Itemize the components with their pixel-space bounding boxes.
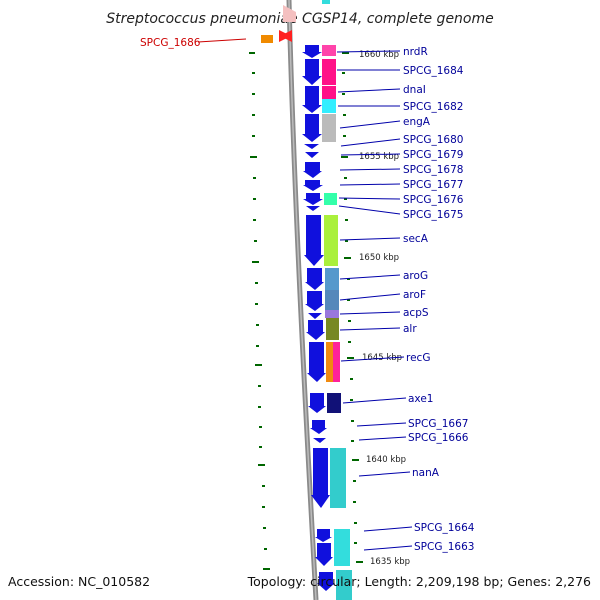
gene-label-dnai[interactable]: dnaI: [403, 84, 426, 96]
cog-block-recg-a: [326, 342, 333, 382]
gene-label-spcg-1676[interactable]: SPCG_1676: [403, 194, 464, 206]
gene-label-spcg-1677[interactable]: SPCG_1677: [403, 179, 463, 191]
gene-label-spcg-1666[interactable]: SPCG_1666: [408, 432, 469, 444]
gene-label-recg[interactable]: recG: [406, 352, 430, 364]
cog-block-nana: [330, 448, 346, 508]
gene-label-acps[interactable]: acpS: [403, 307, 429, 319]
gene-label-spcg-1664[interactable]: SPCG_1664: [414, 522, 475, 534]
gene-label-nrdr[interactable]: nrdR: [403, 46, 428, 58]
gene-label-enga[interactable]: engA: [403, 116, 431, 128]
cog-block-arof: [325, 290, 339, 310]
gene-label-spcg-1667[interactable]: SPCG_1667: [408, 418, 468, 430]
faded-gene-arrow: [283, 5, 296, 22]
kbp-label-1650: 1650 kbp: [359, 253, 399, 263]
gene-arrows: [302, 45, 335, 591]
left-tick-marks: [249, 52, 270, 570]
top-cyan-block: [322, 0, 330, 4]
gene-label-spcg-1680[interactable]: SPCG_1680: [403, 134, 463, 146]
gene-arrow-spcg-1663: [315, 543, 333, 566]
highlight-leader-line: [197, 38, 247, 43]
gene-arrow-spcg-1666: [313, 438, 326, 443]
gene-arrow-bottom: [317, 572, 335, 591]
gene-arrow-seca: [304, 215, 324, 266]
genome-backbone-highlight: [288, 0, 317, 600]
cog-block-bottom: [336, 570, 352, 600]
gene-label-spcg-1675[interactable]: SPCG_1675: [403, 209, 463, 221]
accession-text: Accession: NC_010582: [8, 574, 150, 589]
gene-arrow-axe1: [308, 393, 326, 413]
gene-label-spcg-1678[interactable]: SPCG_1678: [403, 164, 463, 176]
gene-arrow-nrdr: [302, 45, 322, 58]
gene-label-nana[interactable]: nanA: [412, 467, 440, 479]
gene-arrow-acps: [308, 313, 322, 319]
gene-arrow-spcg-1664: [315, 529, 332, 542]
cog-block-seca: [324, 215, 338, 266]
red-gene-arrow-2: [280, 30, 292, 42]
cog-block-arog: [325, 268, 339, 290]
gene-arrow-spcg-1676: [303, 193, 323, 205]
cog-block-alr: [326, 318, 339, 340]
highlight-gene-label[interactable]: SPCG_1686: [140, 37, 201, 49]
gene-arrow-alr: [306, 320, 325, 340]
gene-label-axe1[interactable]: axe1: [408, 393, 433, 405]
cog-block-nrdr: [322, 45, 336, 56]
gene-label-arog[interactable]: aroG: [403, 270, 428, 282]
gene-label-spcg-1684[interactable]: SPCG_1684: [403, 65, 464, 77]
gene-arrow-enga: [302, 114, 322, 142]
gene-label-arof[interactable]: aroF: [403, 289, 426, 301]
gene-arrow-arof: [305, 291, 324, 311]
kbp-label-1660: 1660 kbp: [359, 50, 399, 60]
gene-label-seca[interactable]: secA: [403, 233, 429, 245]
gene-label-alr[interactable]: alr: [403, 323, 417, 335]
gene-arrow-spcg-1679: [305, 152, 319, 158]
cog-blocks: [322, 45, 352, 600]
cog-block-recg-b: [333, 342, 340, 382]
cog-block-acps: [325, 310, 339, 318]
gene-arrow-spcg-1680: [304, 144, 319, 149]
topology-text: Topology: circular; Length: 2,209,198 bp…: [247, 574, 591, 589]
cog-block-spcg-1676: [324, 193, 337, 205]
gene-arrow-spcg-1677: [303, 180, 323, 191]
gene-arrow-dnai: [302, 86, 322, 113]
gene-label-spcg-1682[interactable]: SPCG_1682: [403, 101, 463, 113]
gene-arrow-spcg-1684: [302, 59, 322, 85]
right-tick-marks: [341, 52, 363, 563]
map-title: Streptococcus pneumoniae CGSP14, complet…: [106, 11, 494, 27]
cog-block-axe1: [327, 393, 341, 413]
gene-arrow-spcg-1675: [306, 206, 320, 211]
gene-arrow-nana: [311, 448, 330, 508]
cog-block-dnai: [322, 86, 336, 99]
gene-label-spcg-1679[interactable]: SPCG_1679: [403, 149, 463, 161]
cog-block-enga: [322, 114, 336, 142]
gene-arrow-spcg-1678: [303, 162, 322, 178]
gene-arrow-spcg-1667: [310, 420, 327, 434]
kbp-label-1640: 1640 kbp: [366, 455, 406, 465]
cog-block-spcg-1682: [322, 99, 336, 113]
gene-label-spcg-1663[interactable]: SPCG_1663: [414, 541, 474, 553]
kbp-label-1635: 1635 kbp: [370, 557, 410, 567]
leader-lines: [336, 50, 413, 551]
gene-arrow-arog: [305, 268, 324, 290]
cog-block-spcg-1664: [334, 529, 350, 566]
gene-block-spcg-1686: [261, 35, 273, 43]
cog-block-spcg-1684: [322, 59, 336, 85]
gene-arrow-recg: [307, 342, 326, 382]
kbp-label-1655: 1655 kbp: [359, 152, 399, 162]
